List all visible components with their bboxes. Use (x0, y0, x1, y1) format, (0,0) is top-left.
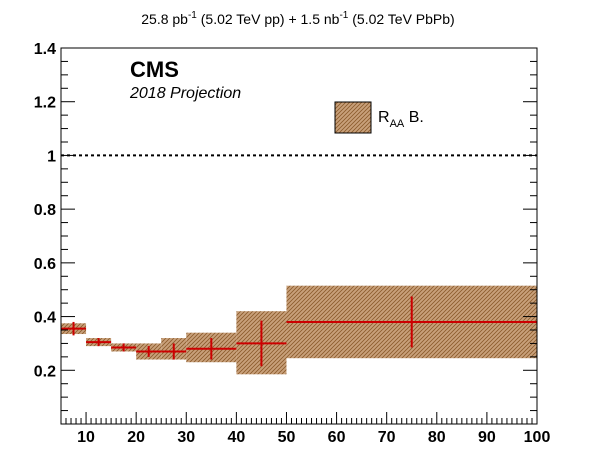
data-markers (61, 296, 537, 367)
y-tick-label: 0.4 (34, 310, 56, 327)
header-title: 25.8 pb-1 (5.02 TeV pp) + 1.5 nb-1 (5.02… (141, 10, 454, 27)
systematic-bands (61, 285, 537, 375)
x-tick-label: 70 (378, 429, 396, 446)
x-tick-label: 50 (278, 429, 296, 446)
y-tick-label: 0.6 (34, 256, 56, 273)
legend-label-main: R (378, 109, 390, 126)
header-title-sup-a: -1 (188, 10, 197, 21)
projection-label: 2018 Projection (129, 85, 241, 102)
x-tick-label: 90 (478, 429, 496, 446)
x-tick-label: 80 (428, 429, 446, 446)
y-tick-label: 1.4 (34, 41, 56, 58)
header-title-part-c: (5.02 TeV PbPb) (348, 11, 454, 27)
plot-frame (60, 47, 538, 425)
experiment-label: CMS (130, 57, 179, 82)
x-tick-label: 10 (77, 429, 95, 446)
legend-label-sub: AA (390, 118, 405, 130)
legend: RAA B. (334, 101, 424, 134)
x-tick-label: 20 (127, 429, 145, 446)
header-title-sup-b: -1 (339, 10, 348, 21)
legend-label-suffix: B. (404, 109, 424, 126)
legend-label: RAA B. (378, 109, 424, 130)
x-tick-label: 60 (328, 429, 346, 446)
legend-swatch (334, 101, 372, 134)
y-tick-label: 1.2 (34, 95, 56, 112)
axes: 10 20 30 40 50 60 70 80 90 100 0.2 0.4 0.6 0.8 1 1.2 1.4 (34, 41, 551, 446)
y-tick-label: 0.2 (34, 363, 56, 380)
x-tick-label: 30 (177, 429, 195, 446)
header-title-part-a: 25.8 pb (141, 11, 188, 27)
x-tick-label: 40 (227, 429, 245, 446)
y-tick-label: 0.8 (34, 202, 56, 219)
header-title-part-b: (5.02 TeV pp) + 1.5 nb (197, 11, 340, 27)
y-tick-label: 1 (47, 148, 56, 165)
x-tick-label: 100 (524, 429, 551, 446)
